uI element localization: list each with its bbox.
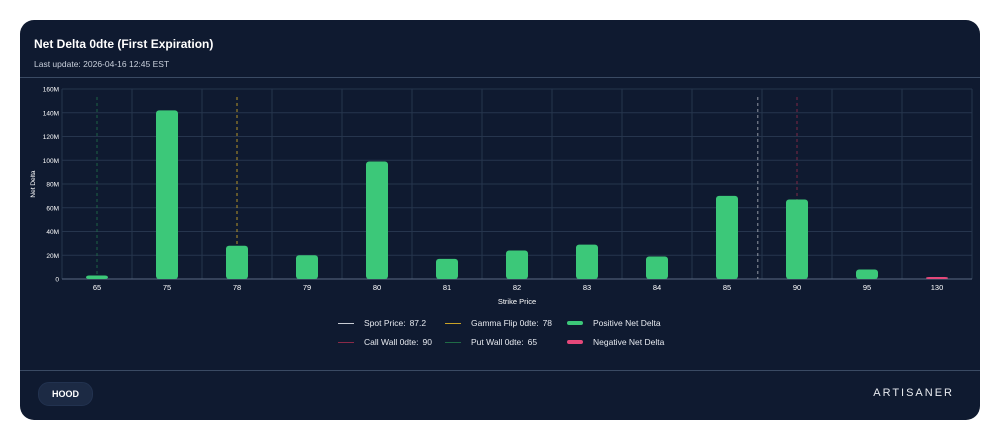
legend-positive-label: Positive Net Delta xyxy=(593,318,661,328)
legend-put-wall-swatch xyxy=(445,341,461,343)
x-tick-label: 78 xyxy=(233,283,241,292)
bar-81 xyxy=(436,258,458,279)
y-tick-label: 160M xyxy=(43,87,59,94)
bar-65 xyxy=(86,275,108,279)
bar-130 xyxy=(926,277,948,279)
net-delta-chart: 0 20M 40M 60M 80M 100M 120M 140M 160M 65 75 78 79 80 8… xyxy=(30,87,973,306)
legend-call-wall-swatch xyxy=(338,341,354,343)
y-tick-label: 100M xyxy=(43,158,59,165)
y-tick-label: 40M xyxy=(46,229,59,236)
x-tick-label: 81 xyxy=(443,283,451,292)
legend-spot-value: 87.2 xyxy=(409,318,427,328)
chart-title: Net Delta 0dte (First Expiration) xyxy=(34,37,214,51)
brand-logo: ARTISANER xyxy=(873,387,954,399)
legend-put-wall-label: Put Wall 0dte: xyxy=(471,337,524,347)
x-tick-label: 90 xyxy=(793,283,801,292)
legend-spot-price[interactable]: Spot Price: 87.2 xyxy=(338,317,426,329)
x-tick-label: 80 xyxy=(373,283,381,292)
legend-negative-label: Negative Net Delta xyxy=(593,337,665,347)
x-tick-label: 95 xyxy=(863,283,871,292)
bar-79 xyxy=(296,255,318,279)
bar-80 xyxy=(366,161,388,279)
legend-put-wall-value: 65 xyxy=(527,337,538,347)
x-tick-label: 65 xyxy=(93,283,101,292)
bar-90 xyxy=(786,199,808,279)
y-axis-title: Net Delta xyxy=(30,170,37,197)
bar-75 xyxy=(156,110,178,279)
legend-call-wall[interactable]: Call Wall 0dte: 90 xyxy=(338,336,432,348)
last-update-text: Last update: 2026-04-16 12:45 EST xyxy=(34,59,170,69)
bar-85 xyxy=(716,195,738,279)
legend-negative-net-delta[interactable]: Negative Net Delta xyxy=(567,336,668,348)
legend-spot-label: Spot Price: xyxy=(364,318,406,328)
y-tick-label: 80M xyxy=(46,182,59,189)
bar-83 xyxy=(576,244,598,279)
bar-78 xyxy=(226,245,248,279)
bar-95 xyxy=(856,269,878,279)
legend-gamma-label: Gamma Flip 0dte: xyxy=(471,318,539,328)
y-tick-label: 120M xyxy=(43,134,59,141)
x-tick-label: 83 xyxy=(583,283,591,292)
ticker-badge[interactable]: HOOD xyxy=(38,382,93,406)
legend-call-wall-value: 90 xyxy=(422,337,432,347)
x-tick-label: 79 xyxy=(303,283,311,292)
header-divider xyxy=(20,77,980,78)
bar-82 xyxy=(506,250,528,279)
y-tick-label: 140M xyxy=(43,110,59,117)
legend-positive-swatch xyxy=(567,321,583,325)
legend-spot-swatch xyxy=(338,322,354,324)
y-tick-label: 20M xyxy=(46,253,59,260)
x-tick-label: 82 xyxy=(513,283,521,292)
y-tick-label: 60M xyxy=(46,205,59,212)
chart-card: Net Delta 0dte (First Expiration) Last u… xyxy=(20,20,980,420)
legend-put-wall[interactable]: Put Wall 0dte: 65 xyxy=(445,336,537,348)
bar-84 xyxy=(646,256,668,279)
legend-negative-swatch xyxy=(567,340,583,344)
x-tick-label: 130 xyxy=(931,283,944,292)
y-tick-label: 0 xyxy=(55,277,59,284)
legend-call-wall-label: Call Wall 0dte: xyxy=(364,337,419,347)
legend-positive-net-delta[interactable]: Positive Net Delta xyxy=(567,317,665,329)
x-tick-label: 85 xyxy=(723,283,731,292)
x-axis-title: Strike Price xyxy=(498,297,536,306)
legend-gamma-value: 78 xyxy=(542,318,553,328)
footer-divider xyxy=(20,370,980,371)
legend-gamma-swatch xyxy=(445,322,461,324)
legend-gamma-flip[interactable]: Gamma Flip 0dte: 78 xyxy=(445,317,552,329)
x-tick-label: 84 xyxy=(653,283,661,292)
x-tick-label: 75 xyxy=(163,283,171,292)
